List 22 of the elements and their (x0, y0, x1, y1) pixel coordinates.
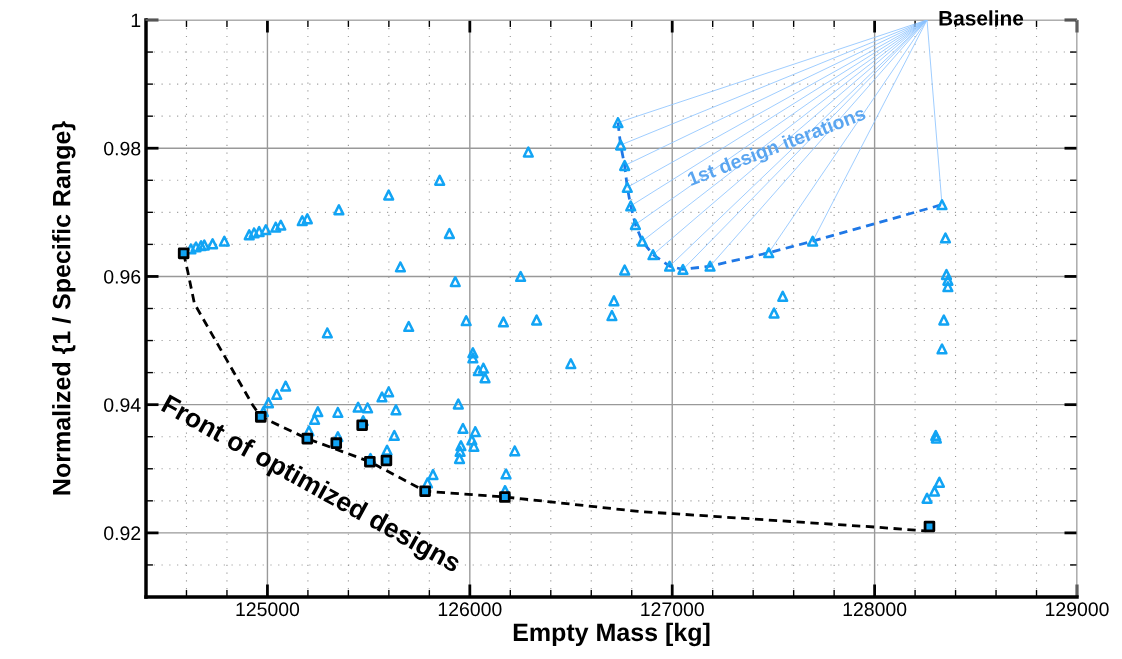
x-tick-label: 125000 (236, 602, 300, 617)
y-tick-label: 0.98 (104, 141, 141, 156)
annotation: Baseline (939, 10, 1024, 26)
x-axis-title: Empty Mass [kg] (513, 622, 710, 647)
x-tick-label: 128000 (843, 602, 907, 617)
point (301, 432, 314, 445)
x-tick-label: 129000 (1046, 602, 1109, 617)
x-tick-label: 127000 (641, 602, 704, 617)
point (254, 411, 267, 423)
y-tick-label: 1 (131, 13, 141, 28)
y-axis-title: Normalized {1 / Specific Range} (52, 121, 76, 495)
y-tick-label: 0.96 (104, 269, 141, 284)
point (419, 485, 431, 497)
point (177, 247, 190, 260)
point (330, 437, 343, 449)
point (499, 491, 511, 503)
point (380, 454, 393, 467)
x-tick-label: 126000 (438, 602, 502, 617)
point (923, 520, 936, 533)
point (356, 419, 368, 431)
y-tick-label: 0.94 (104, 398, 141, 412)
y-tick-label: 0.92 (104, 526, 141, 541)
